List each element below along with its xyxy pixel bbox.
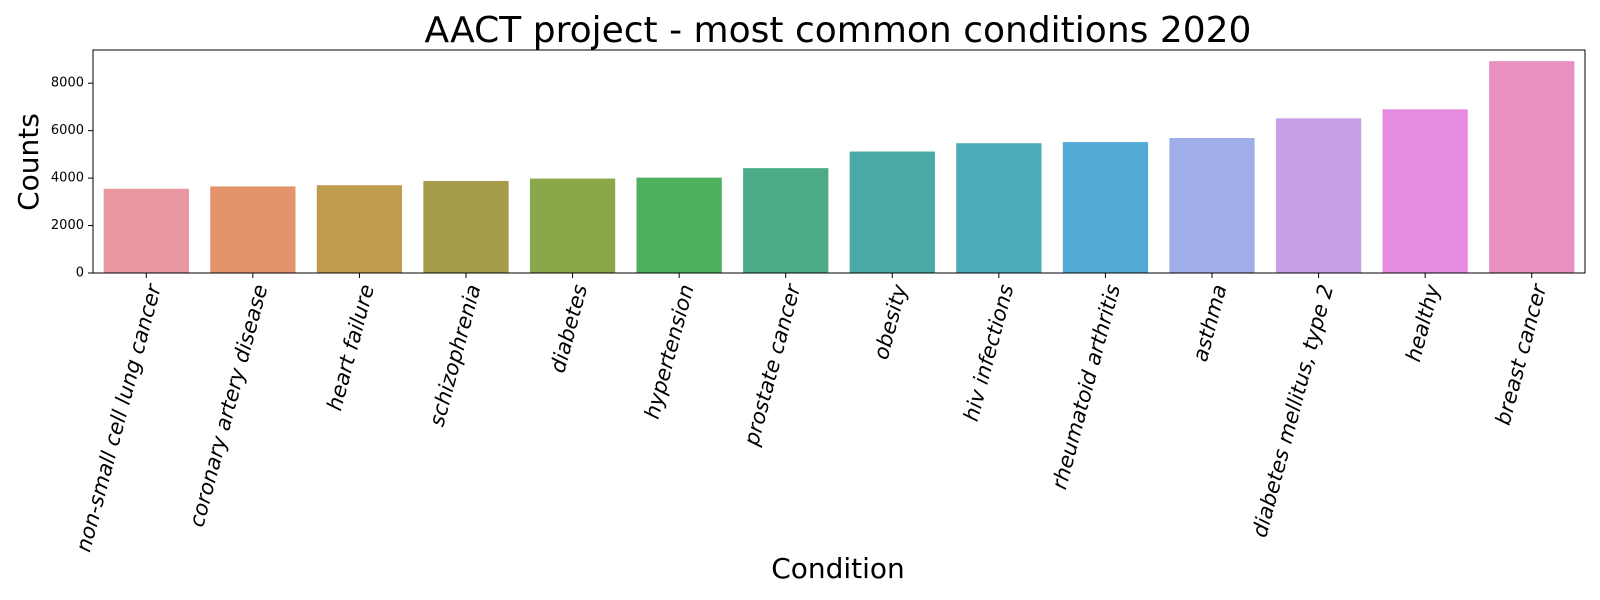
- y-tick-label: 6000: [51, 123, 84, 138]
- x-axis-label: Condition: [771, 552, 905, 585]
- y-axis: 0 2000 4000 6000 8000: [51, 76, 93, 281]
- bar: [103, 188, 189, 273]
- bar: [743, 168, 829, 273]
- y-tick-label: 2000: [51, 218, 84, 233]
- y-tick-label: 4000: [51, 171, 84, 186]
- y-tick-label: 0: [76, 266, 84, 281]
- y-axis-label: Counts: [12, 113, 45, 211]
- bar: [316, 185, 403, 273]
- x-tick-label: heart failure: [322, 282, 379, 413]
- x-tick-label: diabetes mellitus, type 2: [1248, 282, 1339, 540]
- bar: [849, 151, 935, 273]
- x-tick-label: hypertension: [640, 282, 699, 422]
- bar: [1062, 142, 1149, 273]
- plot-frame: [92, 49, 1586, 274]
- bar: [423, 180, 509, 273]
- x-tick-label: breast cancer: [1491, 281, 1552, 428]
- x-tick-label: diabetes: [546, 282, 593, 376]
- bar: [636, 177, 722, 273]
- bars-group: [103, 61, 1575, 274]
- x-tick-label: schizophrenia: [425, 282, 486, 429]
- bar: [1382, 109, 1468, 273]
- x-tick-label: hiv infections: [959, 282, 1019, 424]
- x-tick-label: rheumatoid arthritis: [1047, 282, 1125, 492]
- bar: [1275, 118, 1362, 273]
- x-tick-label: obesity: [869, 281, 912, 362]
- x-tick-label: prostate cancer: [739, 281, 806, 449]
- x-tick-label: healthy: [1401, 281, 1445, 364]
- x-tick-label: asthma: [1188, 282, 1232, 364]
- x-tick-label: coronary artery disease: [185, 282, 273, 530]
- bar: [956, 143, 1042, 273]
- bar: [1169, 138, 1255, 273]
- y-tick-label: 8000: [51, 76, 84, 91]
- x-tick-label: non-small cell lung cancer: [71, 281, 166, 555]
- chart-title: AACT project - most common conditions 20…: [425, 10, 1252, 51]
- bar: [210, 186, 296, 273]
- bar: [529, 178, 616, 273]
- x-axis: non-small cell lung cancer coronary arter…: [71, 273, 1552, 555]
- bar: [1489, 61, 1575, 274]
